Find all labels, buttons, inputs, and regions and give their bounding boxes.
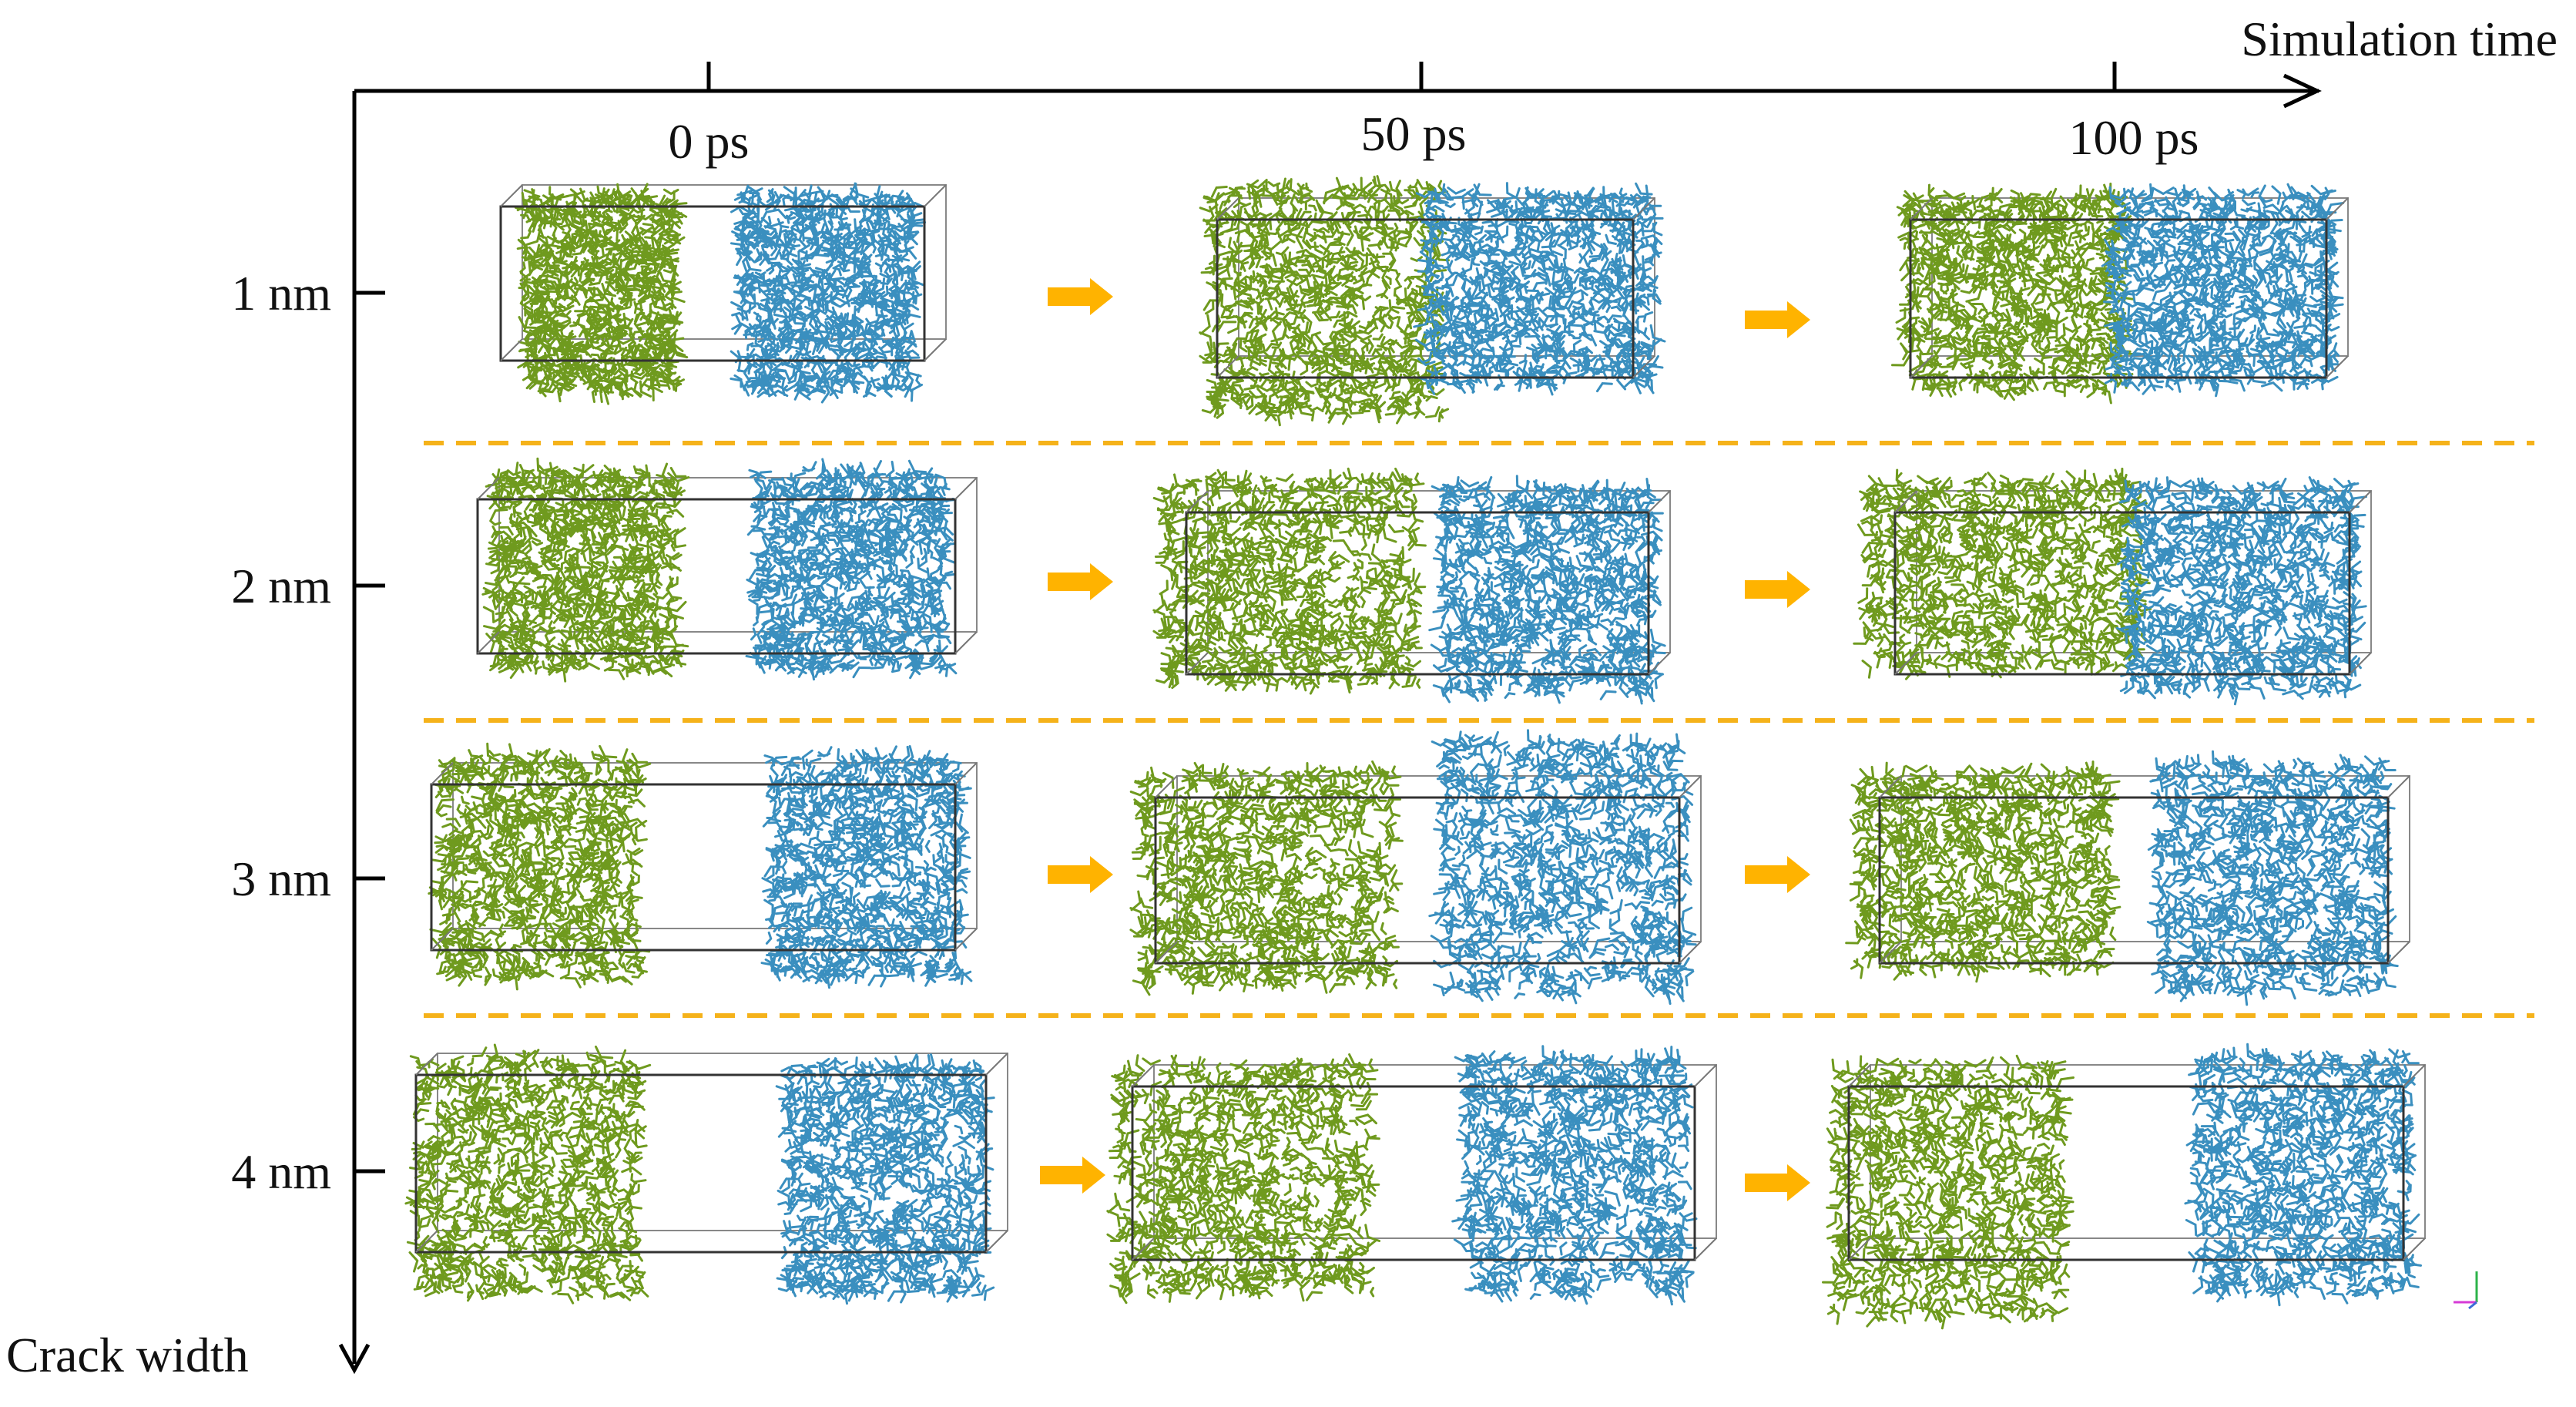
width-label-0: 1 nm bbox=[231, 266, 331, 321]
width-label-2: 3 nm bbox=[231, 851, 331, 906]
snapshot-width3-time1 bbox=[428, 742, 978, 991]
snapshot-width1-time2 bbox=[1199, 175, 1666, 427]
progression-arrow-6 bbox=[1745, 856, 1810, 893]
progression-arrow-4 bbox=[1745, 571, 1810, 608]
snapshot-width2-time1 bbox=[476, 457, 978, 683]
snapshot-width4-time2 bbox=[1106, 1045, 1717, 1306]
snapshot-width4-time1 bbox=[404, 1043, 1008, 1305]
progression-arrow-5 bbox=[1048, 856, 1113, 893]
snapshot-width3-time2 bbox=[1129, 729, 1702, 1006]
progression-arrow-2 bbox=[1745, 301, 1810, 338]
time-label-0: 0 ps bbox=[669, 114, 750, 169]
width-label-3: 4 nm bbox=[231, 1144, 331, 1199]
progression-arrow-8 bbox=[1745, 1164, 1810, 1201]
progression-arrow-7 bbox=[1040, 1157, 1105, 1194]
row-dividers bbox=[424, 441, 2534, 1018]
snapshot-width4-time3 bbox=[1822, 1043, 2426, 1330]
width-axis-arrow bbox=[338, 1343, 371, 1375]
time-label-1: 50 ps bbox=[1361, 106, 1467, 161]
snapshot-width1-time1 bbox=[499, 182, 947, 405]
progression-arrow-1 bbox=[1048, 278, 1113, 315]
progression-arrow-3 bbox=[1048, 563, 1113, 600]
snapshot-width1-time3 bbox=[1891, 183, 2349, 405]
simulation-snapshots bbox=[404, 175, 2426, 1330]
coordinate-axes-icon bbox=[2454, 1271, 2478, 1310]
time-axis-label: Simulation time bbox=[2241, 12, 2558, 66]
width-label-1: 2 nm bbox=[231, 559, 331, 613]
time-label-2: 100 ps bbox=[2069, 110, 2199, 165]
snapshot-width2-time3 bbox=[1853, 467, 2372, 706]
time-axis-arrow bbox=[2283, 73, 2322, 109]
snapshot-width3-time3 bbox=[1845, 750, 2410, 1006]
width-axis: 1 nm 2 nm 3 nm 4 nm Crack width bbox=[6, 91, 385, 1382]
width-axis-label: Crack width bbox=[6, 1328, 249, 1382]
time-axis: Simulation time 0 ps 50 ps 100 ps bbox=[354, 12, 2558, 169]
snapshot-width2-time2 bbox=[1152, 467, 1671, 705]
